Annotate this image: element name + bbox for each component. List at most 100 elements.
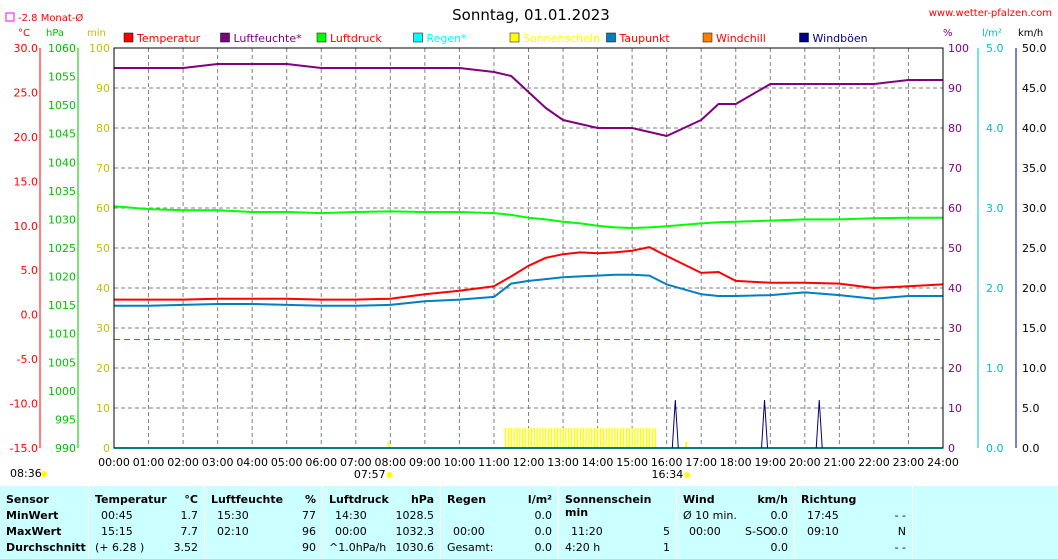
time-tick-label: 23:00 [893,456,925,469]
pressure-tick-label: 1035 [48,185,76,198]
press-max-time: 00:00 [335,525,367,538]
unit-temp: °C [18,28,30,39]
sun-tick-label: 90 [96,82,110,95]
time-tick-label: 22:00 [858,456,890,469]
legend-swatch [702,32,713,43]
time-tick-label: 01:00 [133,456,165,469]
dir-max-time: 09:10 [807,525,839,538]
humidity-tick-label: 0 [948,442,955,455]
hum-min-val: 77 [302,509,316,522]
series-line-taupunkt [114,273,943,307]
stats-label-min: MinWert [6,509,59,522]
sun-max-val: 5 [663,525,670,538]
pressure-tick-label: 1020 [48,271,76,284]
temp-unit: °C [184,493,198,506]
stats-col-pressure: Luftdruck hPa 14:30 1028.5 00:00 1032.3 … [323,486,441,559]
stats-col-direction: Richtung 17:45 - - 09:10 N - - [795,486,913,559]
rain-tick-label: 1.0 [986,362,1004,375]
avg-line-legend-icon [5,12,15,22]
sun-tick-label: 50 [96,242,110,255]
humidity-tick-label: 60 [948,202,962,215]
stats-col-rain: Regen l/m² 0.0 00:00 0.0 Gesamt: 0.0 [441,486,559,559]
pressure-tick-label: 990 [55,442,76,455]
rain-min-val: 0.0 [534,509,553,522]
temp-max-time: 15:15 [101,525,133,538]
series-line-temperatur [114,246,944,301]
time-tick-label: 15:00 [616,456,648,469]
press-min-val: 1028.5 [395,509,435,522]
temp-tick-label: 30.0 [14,42,39,55]
legend-swatch [316,32,327,43]
humidity-tick-label: 100 [948,42,969,55]
stats-col-labels: Sensor MinWert MaxWert Durchschnitt [0,486,89,559]
sun-tick-label: 60 [96,202,110,215]
hum-max-time: 02:10 [217,525,249,538]
temp-avg-note: (+ 6.28 ) [95,541,145,554]
hum-min-time: 15:30 [217,509,249,522]
legend-label: Regen* [427,32,468,45]
stats-label-avg: Durchschnitt [6,541,86,554]
temp-title: Temperatur [95,493,167,506]
pressure-tick-label: 1015 [48,299,76,312]
rain-avg-val: 0.0 [534,541,553,554]
humidity-tick-label: 40 [948,282,962,295]
temp-tick-label: -10.0 [10,398,38,411]
time-tick-label: 00:00 [98,456,130,469]
sun-tick-label: 80 [96,122,110,135]
temp-tick-label: -15.0 [10,442,38,455]
wind-tick-label: 20.0 [1022,282,1047,295]
series-line-luftdruck [113,205,943,229]
sun-avg-val: 1 [663,541,670,554]
temp-avg-val: 3.52 [173,541,199,554]
sun-tick-label: 70 [96,162,110,175]
press-avg-val: 1030.6 [395,541,435,554]
temp-tick-label: 25.0 [14,86,39,99]
chart-grid [114,48,943,448]
rain-max-time: 00:00 [453,525,485,538]
statistics-table: Sensor MinWert MaxWert Durchschnitt Temp… [0,486,1058,559]
pressure-tick-label: 995 [55,413,76,426]
hum-title: Luftfeuchte [211,493,284,506]
unit-wind: km/h [1018,28,1043,39]
stats-col-sunshine: Sonnenschein min 11:20 5 4:20 h 1 [559,486,677,559]
hum-avg-val: 90 [302,541,316,554]
press-avg-note: ^1.0hPa/h [329,541,387,554]
sunset-icon [684,472,691,478]
humidity-tick-label: 10 [948,402,962,415]
dir-min-time: 17:45 [807,509,839,522]
pressure-tick-label: 1060 [48,42,76,55]
temp-min-val: 1.7 [180,509,199,522]
wind-max-time: 00:00 [689,525,721,538]
time-tick-label: 07:00 [340,456,372,469]
wind-avg-val: 0.0 [770,541,789,554]
dir-title: Richtung [801,493,857,506]
sun-tick-label: 40 [96,282,110,295]
time-tick-label: 05:00 [271,456,303,469]
dir-min-val: - - [894,509,906,522]
stats-label-max: MaxWert [6,525,62,538]
time-tick-label: 09:00 [409,456,441,469]
temp-tick-label: 15.0 [14,175,39,188]
legend-label: Sonnenschein [523,32,600,45]
rain-tick-label: 3.0 [986,202,1004,215]
pressure-tick-label: 1005 [48,356,76,369]
dir-avg-val: - - [894,541,906,554]
chart-legend: Temperatur Luftfeuchte* Luftdruck Regen* Son… [123,32,868,45]
time-tick-label: 13:00 [547,456,579,469]
temp-max-val: 7.7 [180,525,199,538]
gust-spike [815,399,823,449]
time-tick-label: 04:00 [236,456,268,469]
time-tick-label: 08:00 [374,456,406,469]
humidity-tick-label: 50 [948,242,962,255]
stats-col-wind: Wind km/h Ø 10 min. 0.0 00:00 S-SO 0.0 0… [677,486,795,559]
wind-unit: km/h [757,493,788,506]
time-tick-label: 18:00 [720,456,752,469]
temp-tick-label: -5.0 [17,353,38,366]
rain-max-val: 0.0 [534,525,553,538]
legend-label: Taupunkt [619,32,671,45]
pressure-tick-label: 1000 [48,385,76,398]
wind-title: Wind [683,493,715,506]
wind-max-dir: S-SO [745,525,772,538]
humidity-tick-label: 80 [948,122,962,135]
legend-label: Temperatur [136,32,201,45]
